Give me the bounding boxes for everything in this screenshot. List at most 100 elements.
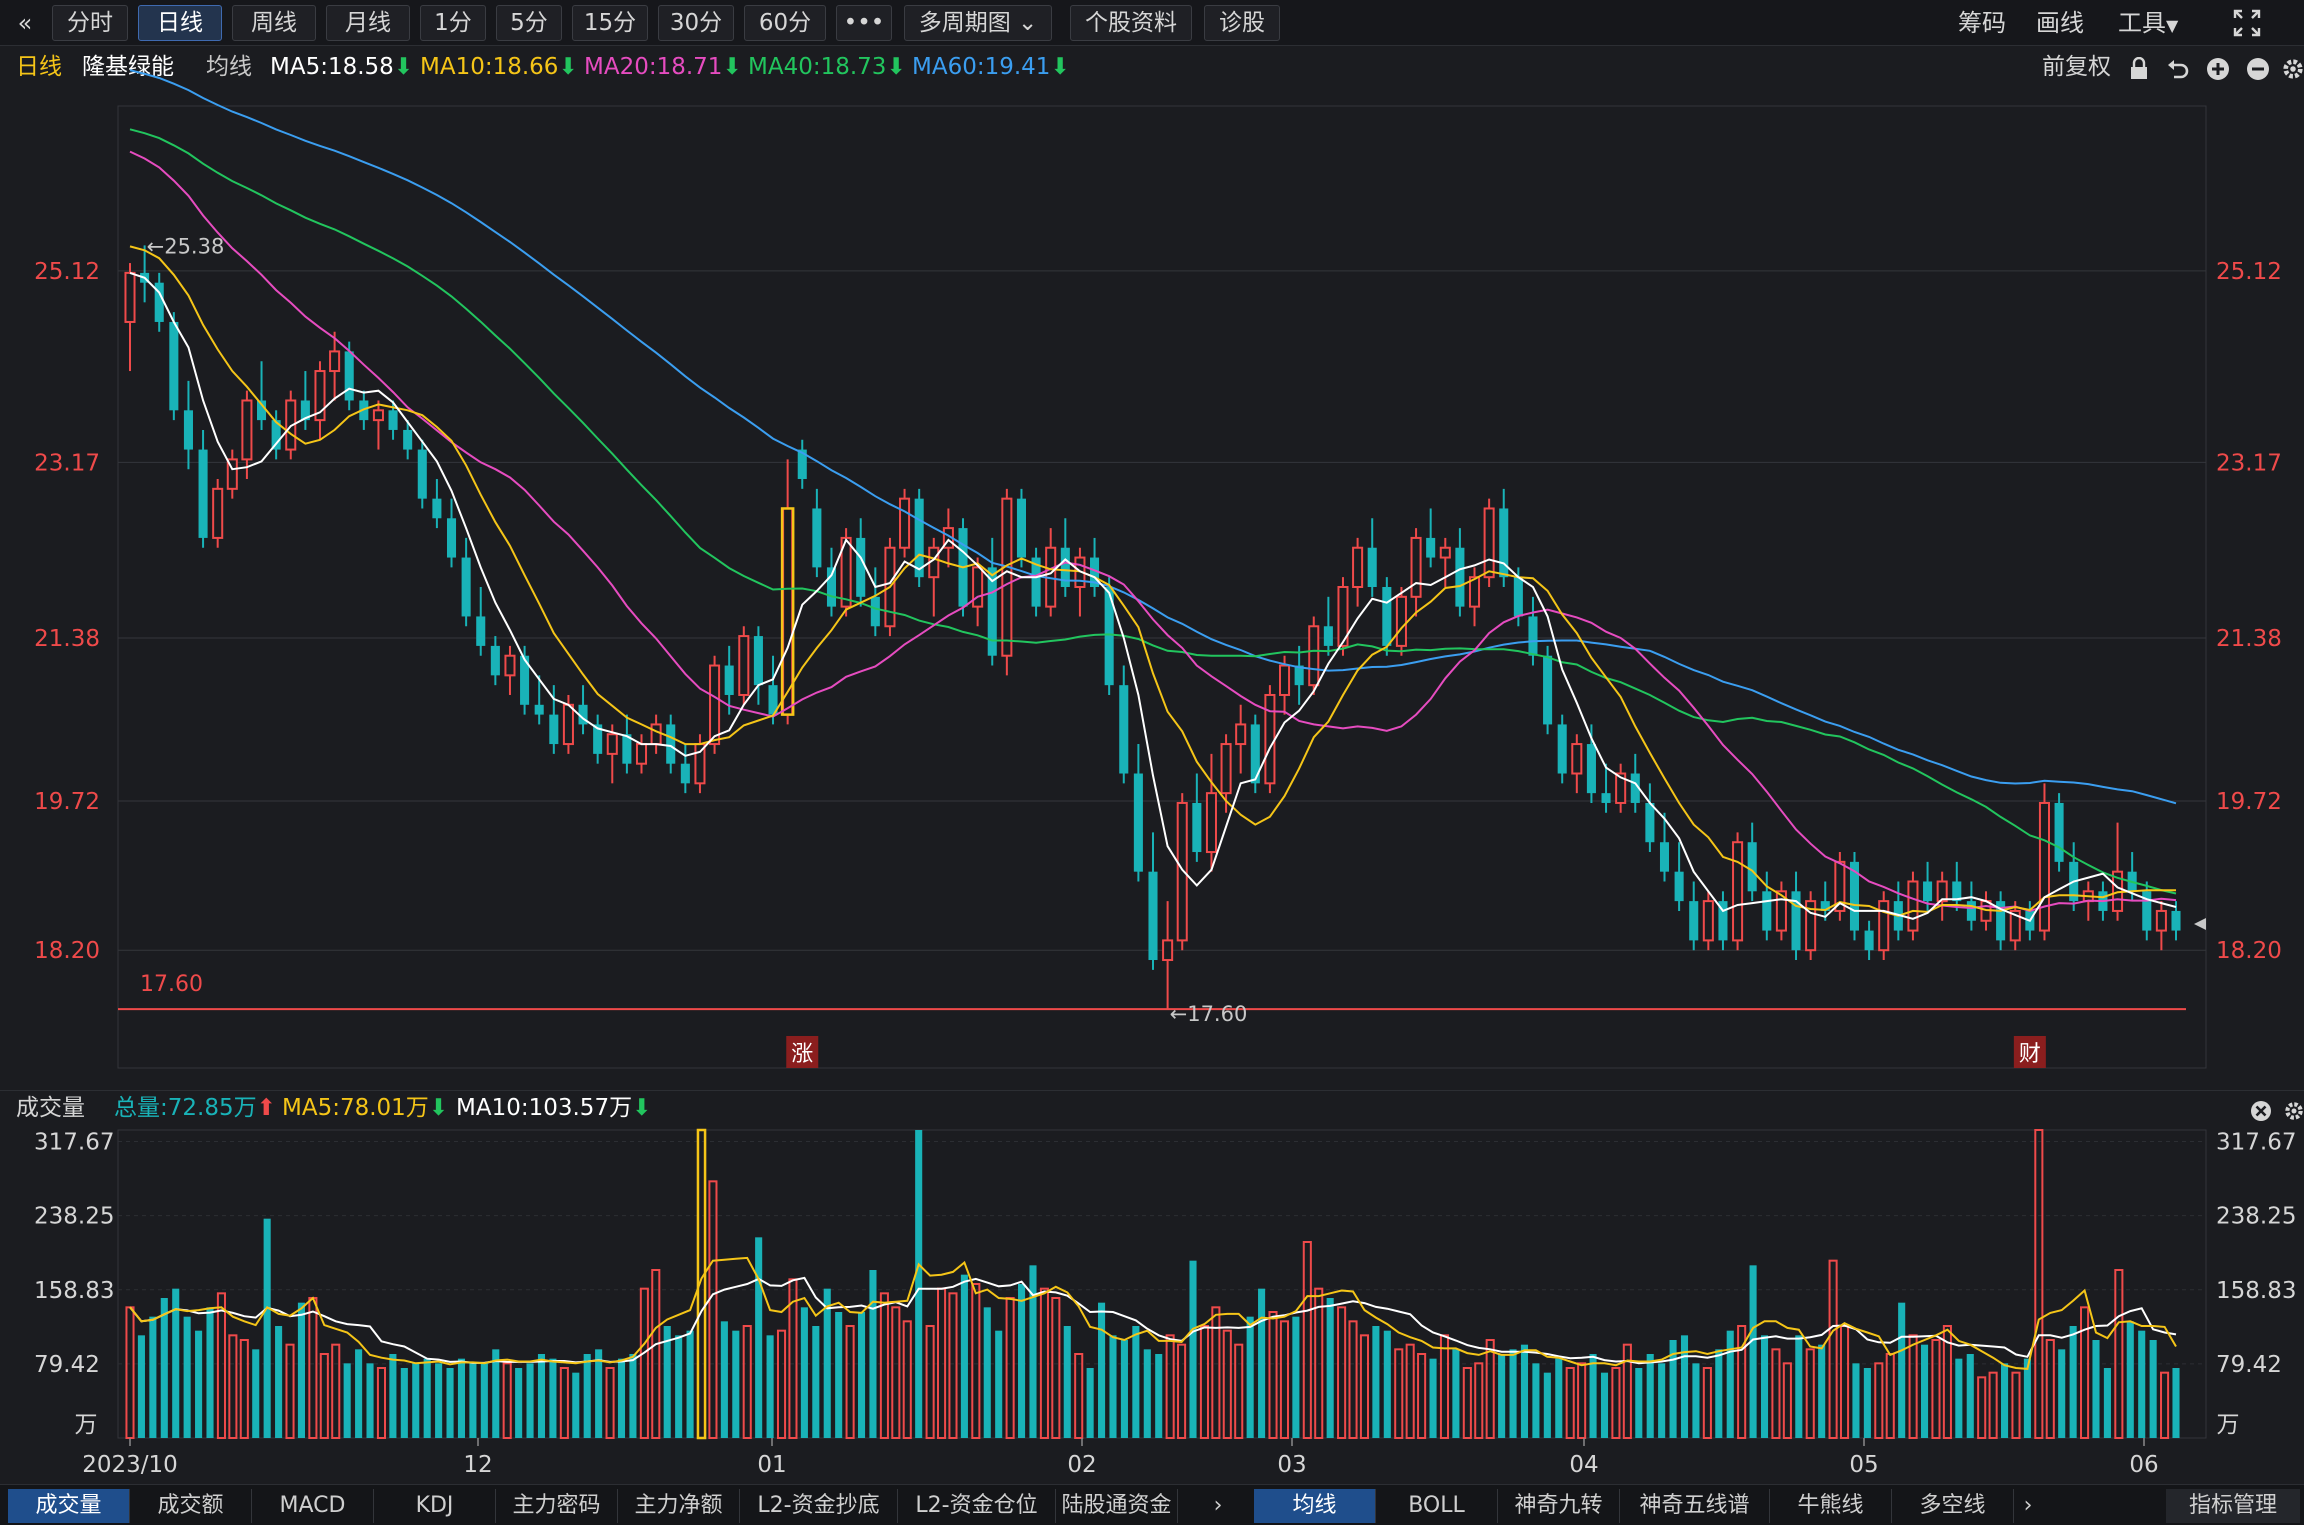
indicator-management-button[interactable]: 指标管理 — [2166, 1489, 2300, 1523]
period-button-1[interactable]: 日线 — [138, 5, 222, 41]
ma5-down-arrow-icon: ⬇ — [393, 54, 414, 80]
highlighted-candle — [780, 507, 795, 716]
overlay-tab-5[interactable]: 多空线 — [1892, 1489, 2014, 1523]
close-panel-icon[interactable] — [2250, 1098, 2272, 1132]
stock-info-button[interactable]: 个股资料 — [1070, 5, 1192, 41]
volume-bar-up — [376, 1367, 387, 1439]
tools-button[interactable]: 工具▼ — [2118, 5, 2178, 41]
candle-body-up — [226, 458, 238, 490]
indicator-tab-3[interactable]: KDJ — [374, 1489, 496, 1523]
indicator-tab-0[interactable]: 成交量 — [8, 1489, 130, 1523]
period-button-8[interactable]: 60分 — [744, 5, 826, 41]
overlay-tab-0[interactable]: 均线 — [1254, 1489, 1376, 1523]
ma-label[interactable]: 均线 — [206, 54, 252, 80]
overlay-tab-4[interactable]: 牛熊线 — [1770, 1489, 1892, 1523]
volume-settings-gear-icon[interactable] — [2284, 1098, 2304, 1132]
period-button-7[interactable]: 30分 — [658, 5, 734, 41]
volume-bar-down — [800, 1307, 808, 1438]
settings-gear-icon[interactable] — [2282, 55, 2304, 93]
expand-icon[interactable] — [2232, 5, 2262, 41]
volume-bar-up — [1988, 1371, 1998, 1439]
overlay-tab-1[interactable]: BOLL — [1376, 1489, 1498, 1523]
candle-body-down — [2142, 891, 2152, 931]
caret-down-icon: ▼ — [2166, 16, 2179, 35]
volume-bar-up — [1165, 1334, 1175, 1440]
overlay-tab-3[interactable]: 神奇五线谱 — [1620, 1489, 1770, 1523]
volume-title[interactable]: 成交量 — [16, 1095, 85, 1121]
zoom-out-icon[interactable] — [2246, 55, 2270, 93]
volume-bar-up — [1439, 1334, 1450, 1440]
ma-info-row: 日线 隆基绿能 均线 MA5:18.58⬇ MA10:18.66⬇ MA20:1… — [0, 48, 2304, 86]
adjust-mode[interactable]: 前复权 — [2042, 54, 2111, 80]
candle-body-down — [2054, 802, 2064, 862]
volume-bar-up — [1942, 1325, 1952, 1439]
volume-bar-up — [228, 1334, 238, 1440]
indicator-tab-6[interactable]: L2-资金抄底 — [740, 1489, 898, 1523]
indicator-tab-4[interactable]: 主力密码 — [496, 1489, 618, 1523]
volume-bar-down — [2001, 1363, 2009, 1438]
indicator-tab-5[interactable]: 主力净额 — [618, 1489, 740, 1523]
tabs-left-next-icon[interactable]: › — [1213, 1493, 1223, 1518]
candle-body-down — [1426, 537, 1436, 558]
overlay-tab-2[interactable]: 神奇九转 — [1498, 1489, 1620, 1523]
candle-body-up — [1410, 536, 1422, 598]
volume-bar-up — [1302, 1241, 1312, 1439]
candle-body-up — [124, 271, 136, 323]
volume-bar-up — [1702, 1367, 1712, 1439]
multi-period-button[interactable]: 多周期图 ⌄ — [904, 5, 1052, 41]
volume-bar-up — [1234, 1343, 1244, 1439]
volume-bar-down — [629, 1354, 637, 1438]
volume-bar-up — [971, 1283, 981, 1439]
volume-bar-down — [206, 1307, 214, 1438]
indicator-tab-8[interactable]: 陆股通资金 — [1056, 1489, 1178, 1523]
candle-body-up — [241, 399, 253, 461]
period-button-2[interactable]: 周线 — [232, 5, 316, 41]
volume-y-tick-right: 317.67 — [2216, 1130, 2296, 1156]
volume-bar-up — [1394, 1348, 1404, 1440]
candle-body-down — [2171, 910, 2181, 931]
lock-icon[interactable] — [2128, 55, 2150, 93]
volume-bar-up — [1931, 1339, 1941, 1439]
x-tick-label: 02 — [1067, 1452, 1096, 1478]
more-button[interactable]: ••• — [836, 5, 892, 41]
candle-body-down — [1923, 881, 1933, 902]
candle-body-down — [622, 734, 632, 764]
candle-body-down — [1250, 724, 1260, 784]
diagnose-button[interactable]: 诊股 — [1204, 5, 1280, 41]
price-y-tick-left: 25.12 — [34, 259, 100, 285]
candle-body-up — [1805, 900, 1817, 952]
indicator-tab-2[interactable]: MACD — [252, 1489, 374, 1523]
volume-bar-up — [948, 1292, 958, 1440]
candle-body-down — [1016, 498, 1027, 558]
chart-canvas[interactable]: 25.12 25.12 23.17 23.17 21.38 21.38 19.72 19.72… — [0, 0, 2304, 1484]
undo-icon[interactable] — [2166, 55, 2190, 93]
period-button-3[interactable]: 月线 — [326, 5, 410, 41]
volume-bar-up — [1462, 1367, 1472, 1439]
ma40-down-arrow-icon: ⬇ — [886, 54, 906, 80]
candle-body-up — [372, 409, 384, 422]
candle-body-up — [1176, 801, 1188, 942]
candle-body-down — [1528, 616, 1538, 656]
zoom-in-icon[interactable] — [2206, 55, 2230, 93]
collapse-icon[interactable]: « — [17, 9, 33, 37]
candle-body-down — [1133, 773, 1143, 872]
volume-bar-down — [1326, 1298, 1334, 1438]
volume-bar-up — [776, 1329, 787, 1439]
period-button-6[interactable]: 15分 — [572, 5, 648, 41]
volume-bar-down — [1532, 1363, 1540, 1438]
volume-bar-down — [343, 1363, 351, 1438]
draw-line-button[interactable]: 画线 — [2036, 9, 2084, 37]
period-button-0[interactable]: 分时 — [52, 5, 128, 41]
period-button-4[interactable]: 1分 — [420, 5, 486, 41]
indicator-tab-1[interactable]: 成交额 — [130, 1489, 252, 1523]
tabs-right-next-icon[interactable]: › — [2023, 1493, 2033, 1518]
chips-button[interactable]: 筹码 — [1958, 9, 2006, 37]
volume-bar-down — [2172, 1368, 2180, 1438]
period-button-5[interactable]: 5分 — [496, 5, 562, 41]
indicator-tab-7[interactable]: L2-资金仓位 — [898, 1489, 1056, 1523]
volume-bar-down — [1795, 1335, 1803, 1438]
candle-body-down — [1966, 901, 1976, 921]
volume-bar-down — [389, 1354, 397, 1438]
volume-bar-down — [537, 1354, 546, 1438]
volume-bar-down — [1852, 1363, 1860, 1438]
